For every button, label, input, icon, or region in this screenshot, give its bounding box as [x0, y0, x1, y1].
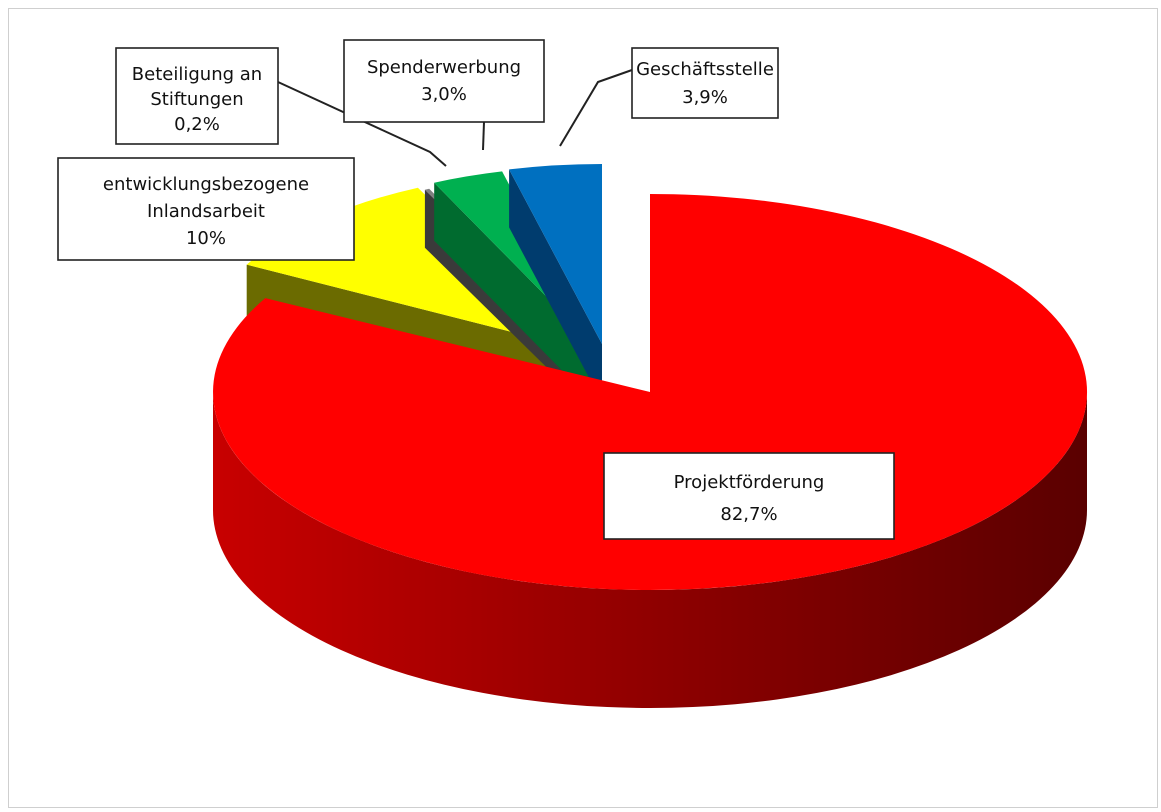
pie-slices [213, 163, 1088, 708]
label-inland: entwicklungsbezogene Inlandsarbeit 10% [57, 157, 355, 261]
label-geschaeft: Geschäftsstelle 3,9% [631, 47, 779, 119]
label-inland-line3: 10% [186, 228, 226, 249]
label-geschaeft-line1: Geschäftsstelle [636, 59, 774, 80]
slice-face-geschaeft [509, 169, 602, 402]
label-spender: Spenderwerbung 3,0% [343, 39, 545, 123]
slice-geschaeft [509, 163, 602, 344]
label-geschaeft-line2: 3,9% [682, 87, 728, 108]
label-projekt: Projektförderung 82,7% [603, 452, 895, 540]
label-spender-line2: 3,0% [421, 84, 467, 105]
label-beteiligung-line1: Beteiligung an [132, 64, 262, 85]
slice-side-projekt [213, 392, 1087, 708]
slice-face-spender [434, 182, 595, 404]
label-projekt-line1: Projektförderung [674, 472, 825, 493]
label-beteiligung-line2: Stiftungen [150, 89, 243, 110]
leader-line-spender [482, 121, 485, 151]
label-beteiligung-line3: 0,2% [174, 114, 220, 135]
leader-line-geschaeft [559, 69, 633, 147]
label-spender-line1: Spenderwerbung [367, 57, 521, 78]
leader-line-beteiligung [277, 81, 447, 167]
label-projekt-line2: 82,7% [720, 504, 777, 525]
label-beteiligung: Beteiligung an Stiftungen 0,2% [115, 47, 279, 145]
label-inland-line2: Inlandsarbeit [147, 201, 265, 222]
label-inland-line1: entwicklungsbezogene [103, 174, 309, 195]
